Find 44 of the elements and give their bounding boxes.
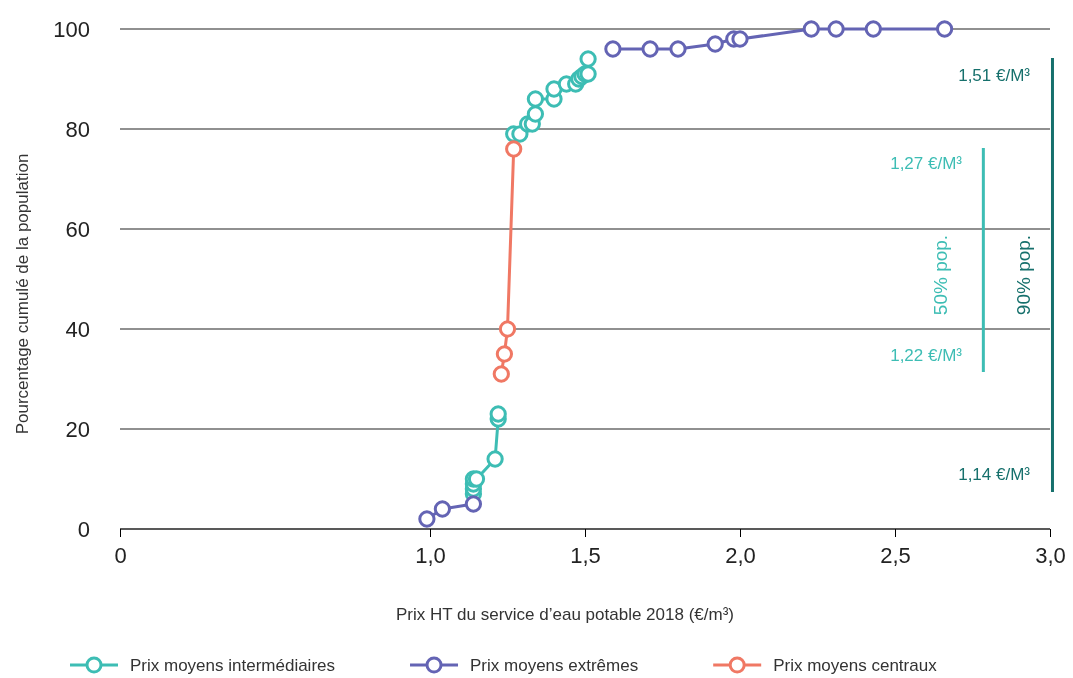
legend-label: Prix moyens extrêmes [470, 656, 639, 675]
point [864, 20, 882, 38]
legend-label: Prix moyens centraux [773, 656, 938, 675]
point [579, 50, 597, 68]
annotation: 1,22 €/M³ [890, 346, 963, 365]
point [495, 345, 514, 363]
y-tick-label: 60 [65, 216, 90, 242]
x-tick-label: 1,0 [415, 542, 446, 568]
y-tick-label: 20 [65, 416, 90, 442]
y-axis-title: Pourcentage cumulé de la population [13, 153, 32, 435]
point [498, 320, 517, 338]
point [526, 90, 545, 108]
annotation: 1,14 €/M³ [958, 465, 1031, 484]
x-axis-title: Prix HT du service d’eau potable 2018 (€/m³) [396, 605, 734, 624]
point [486, 450, 504, 468]
y-tick-label: 40 [65, 316, 90, 342]
x-tick-label: 1,5 [570, 542, 601, 568]
legend-label: Prix moyens intermédiaires [130, 656, 336, 675]
annotation: 90% pop. [1013, 234, 1034, 316]
point [604, 40, 622, 58]
point [802, 20, 820, 38]
point [669, 40, 687, 58]
point [641, 40, 659, 58]
point [731, 30, 749, 48]
point [505, 140, 523, 158]
y-tick-label: 0 [77, 516, 90, 542]
x-tick-label: 2,5 [880, 542, 911, 568]
x-tick-label: 3,0 [1035, 542, 1066, 568]
point [935, 20, 954, 38]
annotation: 50% pop. [930, 234, 951, 316]
point [492, 365, 510, 383]
x-tick-label: 0 [114, 542, 127, 568]
x-tick-label: 2,0 [725, 542, 756, 568]
point [418, 510, 436, 528]
point [464, 495, 483, 513]
annotation: 1,27 €/M³ [890, 154, 963, 173]
annotation: 1,51 €/M³ [958, 66, 1031, 85]
y-tick-label: 100 [53, 16, 90, 42]
point [433, 500, 452, 518]
y-tick-label: 80 [65, 116, 90, 142]
point [706, 35, 724, 53]
point [489, 405, 507, 423]
point [526, 105, 545, 123]
point [827, 20, 845, 38]
